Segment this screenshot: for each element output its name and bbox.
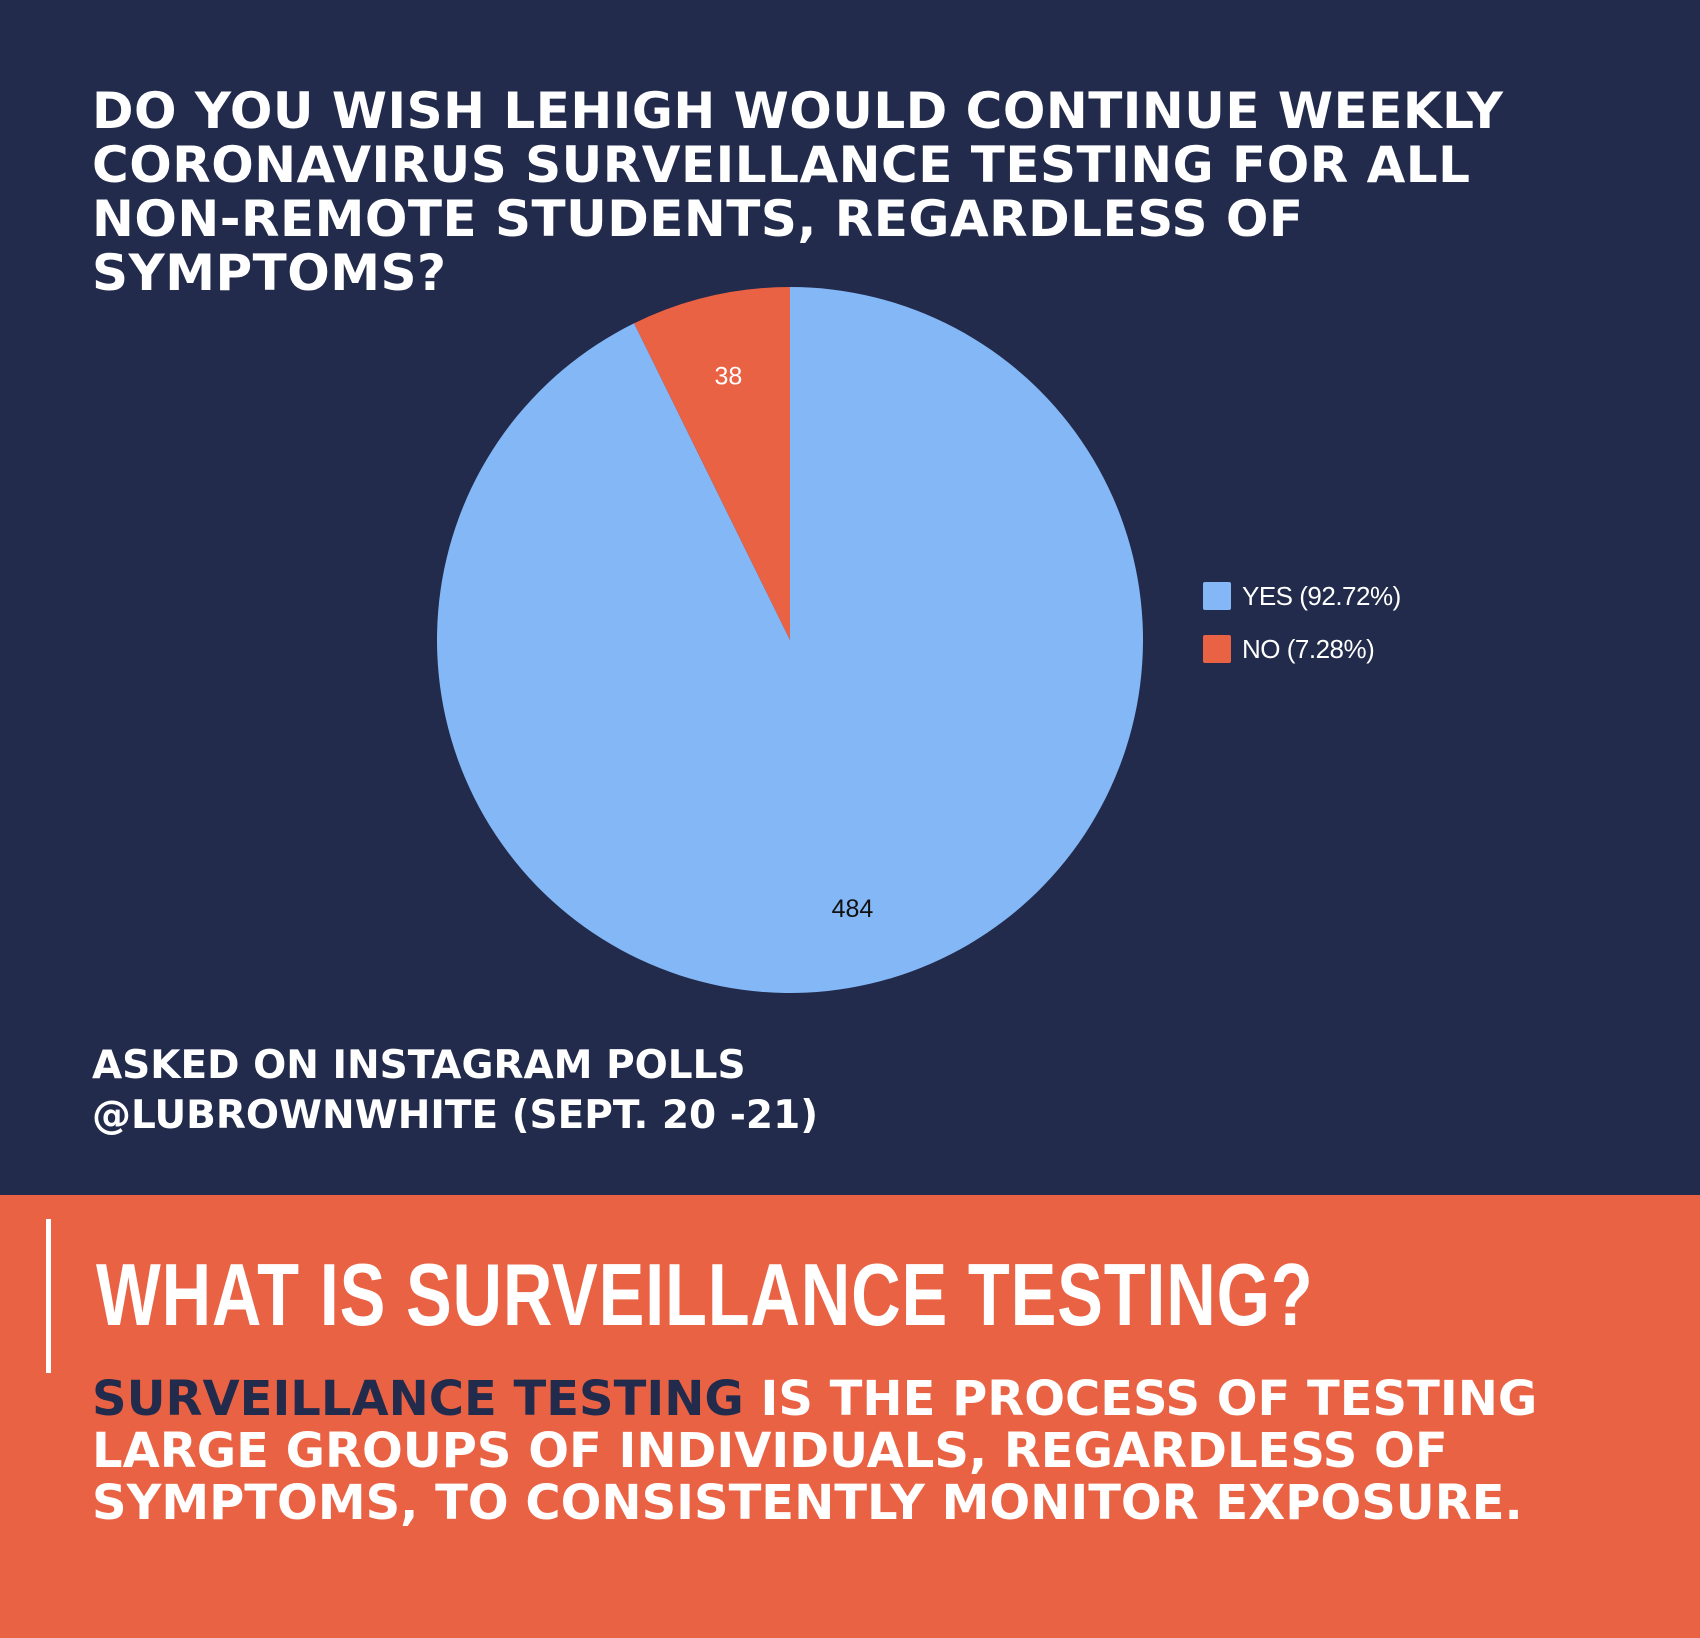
legend-item-yes: YES (92.72%) — [1203, 580, 1401, 611]
legend-swatch-no — [1203, 635, 1231, 663]
legend-item-no: NO (7.28%) — [1203, 633, 1401, 664]
definition-term: SURVEILLANCE TESTING — [92, 1371, 744, 1427]
accent-bar — [46, 1219, 51, 1373]
data-label-no: 38 — [714, 362, 742, 390]
source-line-2: @LUBROWNWHITE (SEPT. 20 -21) — [92, 1093, 819, 1138]
explainer-heading: WHAT IS SURVEILLANCE TESTING? — [96, 1245, 1314, 1344]
legend-label-yes: YES (92.72%) — [1242, 580, 1401, 611]
legend-label-no: NO (7.28%) — [1242, 633, 1375, 664]
pie-slice-no — [634, 287, 790, 640]
poll-panel: DO YOU WISH LEHIGH WOULD CONTINUE WEEKLY… — [0, 0, 1700, 1195]
source-line-1: ASKED ON INSTAGRAM POLLS — [92, 1043, 746, 1088]
pie-slice-yes — [436, 287, 1143, 994]
definition-text: IS THE PROCESS OF TESTING LARGE GROUPS O… — [92, 1371, 1538, 1531]
data-label-yes: 484 — [832, 895, 874, 923]
pie-chart: 484 38 — [436, 287, 1143, 994]
explainer-definition: SURVEILLANCE TESTING IS THE PROCESS OF T… — [92, 1373, 1652, 1529]
explainer-panel: WHAT IS SURVEILLANCE TESTING? SURVEILLAN… — [0, 1195, 1700, 1638]
legend-swatch-yes — [1203, 582, 1231, 610]
poll-question: DO YOU WISH LEHIGH WOULD CONTINUE WEEKLY… — [92, 82, 1504, 302]
poll-source: ASKED ON INSTAGRAM POLLS @LUBROWNWHITE (… — [92, 1041, 992, 1141]
chart-legend: YES (92.72%) NO (7.28%) — [1203, 580, 1401, 688]
